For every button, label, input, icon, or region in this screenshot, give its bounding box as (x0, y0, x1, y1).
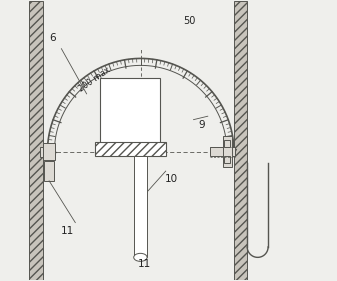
Bar (134, 156, 147, 257)
Bar (224, 156, 229, 163)
Text: 200 max: 200 max (77, 65, 112, 94)
Ellipse shape (134, 253, 147, 261)
Bar (29, 1, 43, 280)
Bar (40, 147, 43, 157)
Bar (234, 1, 247, 280)
Text: 11: 11 (138, 259, 151, 269)
Bar (223, 136, 232, 167)
Text: 10: 10 (165, 175, 178, 184)
Text: 11: 11 (60, 226, 73, 236)
Bar (210, 147, 235, 156)
Text: 6: 6 (50, 33, 56, 42)
Bar (43, 143, 55, 160)
Bar (95, 142, 166, 156)
Bar (224, 140, 229, 147)
Bar (44, 161, 55, 181)
Text: 50: 50 (183, 16, 195, 26)
Bar (100, 78, 160, 143)
Text: 9: 9 (198, 120, 205, 130)
